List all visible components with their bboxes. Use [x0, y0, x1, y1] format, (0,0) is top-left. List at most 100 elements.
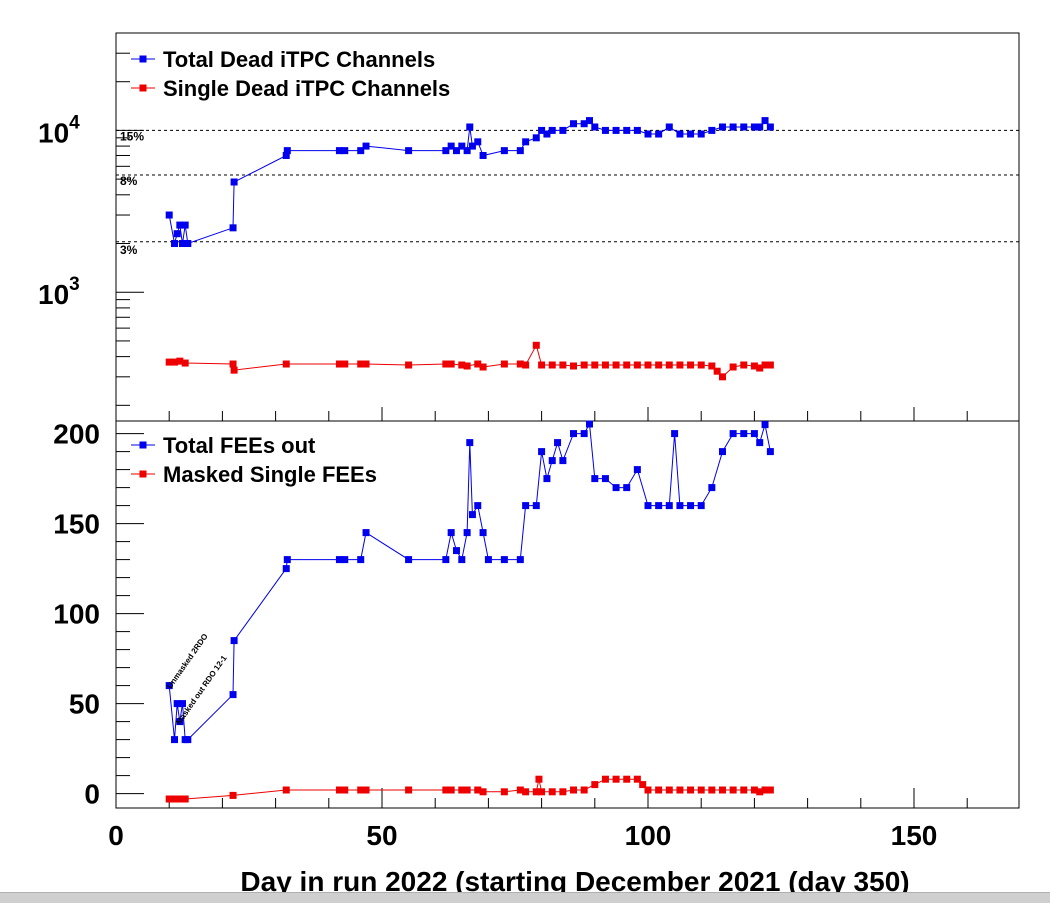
bottom-series	[165, 420, 774, 803]
legend-label: Total Dead iTPC Channels	[163, 47, 435, 72]
data-point	[708, 786, 716, 794]
data-point	[623, 484, 631, 492]
reference-label: 8%	[120, 174, 138, 188]
data-point	[538, 788, 546, 796]
data-point	[362, 360, 370, 368]
data-point	[585, 420, 593, 428]
data-point	[357, 786, 365, 794]
data-point	[165, 795, 173, 803]
series-line	[168, 119, 771, 245]
data-point	[181, 359, 189, 367]
data-point	[535, 775, 543, 783]
data-point	[591, 361, 599, 369]
data-point	[165, 682, 173, 690]
data-point	[447, 529, 455, 537]
data-point	[184, 240, 192, 248]
data-point	[229, 360, 237, 368]
x-tick-label: 50	[366, 820, 397, 851]
data-point	[282, 786, 290, 794]
data-point	[559, 457, 567, 465]
data-point	[559, 788, 567, 796]
x-tick-label: 100	[625, 820, 672, 851]
reference-lines: 15% 8% 3%	[116, 129, 1019, 257]
data-point	[466, 439, 474, 447]
bottom-panel: 0 50 100 150 200 0 50 100 150 Unmasked 2RDOMask…	[53, 419, 1020, 851]
data-point	[229, 224, 237, 232]
data-point	[601, 475, 609, 483]
data-point	[522, 361, 530, 369]
data-point	[447, 142, 455, 150]
data-point	[580, 120, 588, 128]
data-point	[184, 736, 192, 744]
data-point	[362, 786, 370, 794]
data-point	[341, 360, 349, 368]
data-point	[687, 502, 695, 510]
data-point	[341, 786, 349, 794]
data-point	[341, 147, 349, 155]
data-point	[538, 126, 546, 134]
data-point	[171, 240, 179, 248]
data-point	[335, 556, 343, 564]
data-point	[729, 786, 737, 794]
data-point	[442, 360, 450, 368]
top-y-axis: 104 103	[38, 32, 144, 406]
legend-marker	[139, 55, 147, 63]
data-point	[761, 361, 769, 369]
data-point	[665, 123, 673, 131]
data-point	[740, 361, 748, 369]
reference-label: 3%	[120, 243, 138, 257]
data-point	[766, 448, 774, 456]
data-point	[761, 421, 769, 429]
y-tick-label: 50	[69, 689, 100, 720]
data-point	[718, 786, 726, 794]
data-point	[591, 475, 599, 483]
data-point	[181, 221, 189, 229]
data-point	[230, 366, 238, 374]
data-point	[655, 130, 663, 138]
data-point	[766, 786, 774, 794]
data-point	[718, 448, 726, 456]
data-point	[633, 466, 641, 474]
data-point	[570, 362, 578, 370]
data-point	[601, 361, 609, 369]
data-point	[229, 691, 237, 699]
bottom-y-axis: 0 50 100 150 200	[53, 419, 144, 810]
data-point	[500, 147, 508, 155]
data-point	[697, 786, 705, 794]
data-point	[697, 130, 705, 138]
data-point	[484, 556, 492, 564]
data-point	[362, 529, 370, 537]
legend-marker	[139, 441, 147, 449]
data-point	[740, 430, 748, 438]
data-point	[601, 126, 609, 134]
data-point	[761, 117, 769, 125]
y-tick-label: 0	[84, 779, 100, 810]
x-tick-label: 0	[108, 820, 124, 851]
data-point	[687, 786, 695, 794]
data-point	[713, 367, 721, 375]
data-point	[729, 123, 737, 131]
data-point	[676, 361, 684, 369]
data-point	[282, 360, 290, 368]
data-point	[442, 147, 450, 155]
data-point	[655, 361, 663, 369]
data-point	[676, 786, 684, 794]
data-point	[474, 360, 482, 368]
data-point	[655, 502, 663, 510]
data-point	[644, 130, 652, 138]
data-point	[171, 736, 179, 744]
data-point	[500, 360, 508, 368]
data-point	[538, 448, 546, 456]
data-point	[623, 775, 631, 783]
series-line	[168, 422, 771, 741]
data-point	[543, 130, 551, 138]
top-series	[165, 117, 774, 381]
y-tick-label: 100	[53, 599, 100, 630]
data-point	[750, 362, 758, 370]
data-point	[548, 457, 556, 465]
data-point	[179, 240, 186, 248]
bottom-legend: Total FEEs out Masked Single FEEs	[131, 433, 377, 487]
data-point	[341, 556, 349, 564]
legend-label: Single Dead iTPC Channels	[163, 76, 450, 101]
data-point	[176, 795, 184, 803]
